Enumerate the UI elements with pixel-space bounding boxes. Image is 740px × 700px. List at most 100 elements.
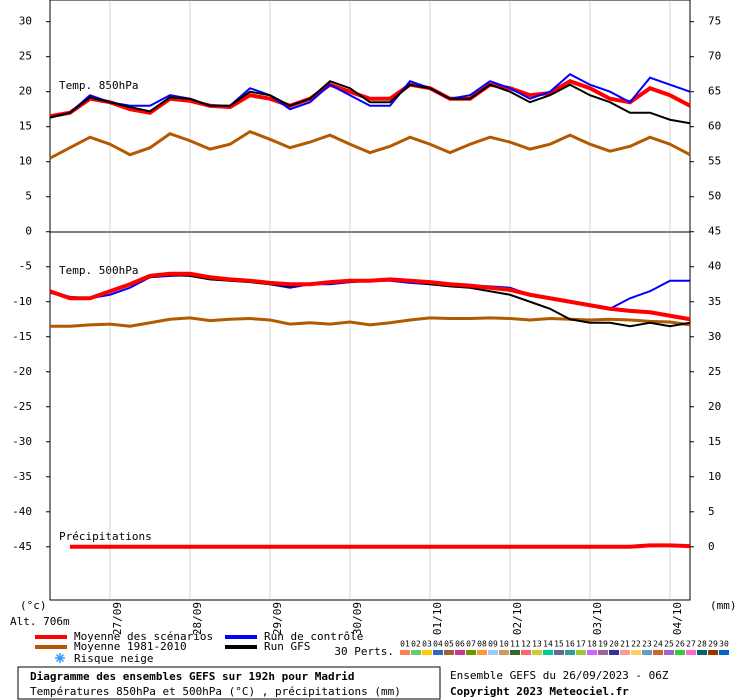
pert-swatch — [653, 650, 663, 655]
pert-label: 18 — [587, 640, 597, 649]
y-tick-label: 5 — [25, 190, 32, 203]
pert-label: 04 — [433, 640, 443, 649]
pert-swatch — [664, 650, 674, 655]
y-tick-label: 25 — [19, 50, 32, 63]
y2-tick-label: 55 — [708, 155, 721, 168]
pert-label: 11 — [510, 640, 520, 649]
y-tick-label: 10 — [19, 155, 32, 168]
series-line — [49, 129, 691, 160]
y-tick-label: 0 — [25, 225, 32, 238]
series-line — [49, 73, 691, 119]
pert-swatch — [477, 650, 487, 655]
y-tick-label: -35 — [12, 470, 32, 483]
legend-label: Run de contrôle — [264, 630, 363, 643]
x-tick-label: 27/09 — [111, 602, 124, 635]
x-tick-label: 03/10 — [591, 602, 604, 635]
y2-tick-label: 65 — [708, 85, 721, 98]
x-tick-label: 02/10 — [511, 602, 524, 635]
pert-swatch — [686, 650, 696, 655]
y2-tick-label: 25 — [708, 365, 721, 378]
x-tick-label: 04/10 — [671, 602, 684, 635]
pert-swatch — [609, 650, 619, 655]
pert-label: 12 — [521, 640, 531, 649]
pert-label: 08 — [477, 640, 487, 649]
y-tick-label: -40 — [12, 505, 32, 518]
panel-label: Temp. 500hPa — [59, 264, 138, 277]
pert-label: 27 — [686, 640, 696, 649]
pert-swatch — [499, 650, 509, 655]
perts-label: 30 Perts. — [334, 645, 394, 658]
pert-swatch — [587, 650, 597, 655]
legend-label: Moyenne des scénarios — [74, 630, 213, 643]
panel-label: Temp. 850hPa — [59, 79, 138, 92]
pert-swatch — [532, 650, 542, 655]
pert-label: 28 — [697, 640, 707, 649]
y2-tick-label: 20 — [708, 400, 721, 413]
pert-label: 09 — [488, 640, 498, 649]
footer-subtitle: Températures 850hPa et 500hPa (°C) , pré… — [30, 685, 401, 698]
y2-tick-label: 5 — [708, 505, 715, 518]
pert-label: 22 — [631, 640, 641, 649]
legend-label: Risque neige — [74, 652, 153, 665]
y2-tick-label: 30 — [708, 330, 721, 343]
pert-label: 15 — [554, 640, 564, 649]
pert-swatch — [708, 650, 718, 655]
pert-swatch — [554, 650, 564, 655]
y-tick-label: -30 — [12, 435, 32, 448]
pert-swatch — [433, 650, 443, 655]
series-line — [49, 271, 691, 322]
y2-label: (mm) — [710, 599, 737, 612]
y-tick-label: -5 — [19, 260, 32, 273]
pert-swatch — [642, 650, 652, 655]
copyright: Copyright 2023 Meteociel.fr — [450, 685, 629, 698]
y-tick-label: 20 — [19, 85, 32, 98]
y-tick-label: -10 — [12, 295, 32, 308]
pert-label: 14 — [543, 640, 553, 649]
pert-label: 26 — [675, 640, 685, 649]
pert-swatch — [455, 650, 465, 655]
pert-label: 20 — [609, 640, 619, 649]
pert-swatch — [697, 650, 707, 655]
legend-label: Moyenne 1981-2010 — [74, 640, 187, 653]
pert-label: 02 — [411, 640, 421, 649]
plot-frame — [49, 0, 691, 601]
pert-label: 29 — [708, 640, 718, 649]
pert-swatch — [411, 650, 421, 655]
y2-tick-label: 45 — [708, 225, 721, 238]
pert-swatch — [521, 650, 531, 655]
y-tick-label: 15 — [19, 120, 32, 133]
snow-icon — [55, 653, 65, 663]
legend-label: Run GFS — [264, 640, 310, 653]
y2-tick-label: 60 — [708, 120, 721, 133]
pert-label: 30 — [719, 640, 729, 649]
x-tick-label: 01/10 — [431, 602, 444, 635]
altitude: Alt. 706m — [10, 615, 70, 628]
y2-tick-label: 10 — [708, 470, 721, 483]
pert-swatch — [576, 650, 586, 655]
pert-label: 10 — [499, 640, 509, 649]
y-tick-label: -20 — [12, 365, 32, 378]
pert-label: 23 — [642, 640, 652, 649]
y2-tick-label: 15 — [708, 435, 721, 448]
pert-label: 07 — [466, 640, 476, 649]
pert-swatch — [675, 650, 685, 655]
series-line — [49, 80, 691, 125]
panel-label: Précipitations — [59, 530, 152, 543]
pert-label: 16 — [565, 640, 575, 649]
y2-tick-label: 50 — [708, 190, 721, 203]
y-label: (°c) — [20, 599, 47, 612]
pert-label: 25 — [664, 640, 674, 649]
pert-label: 24 — [653, 640, 663, 649]
pert-label: 21 — [620, 640, 630, 649]
series-line — [49, 79, 691, 119]
y-tick-label: -45 — [12, 540, 32, 553]
pert-swatch — [488, 650, 498, 655]
series-line — [70, 543, 691, 549]
pert-swatch — [400, 650, 410, 655]
pert-swatch — [466, 650, 476, 655]
run-info: Ensemble GEFS du 26/09/2023 - 06Z — [450, 669, 669, 682]
pert-label: 03 — [422, 640, 432, 649]
y2-tick-label: 70 — [708, 50, 721, 63]
pert-swatch — [719, 650, 729, 655]
